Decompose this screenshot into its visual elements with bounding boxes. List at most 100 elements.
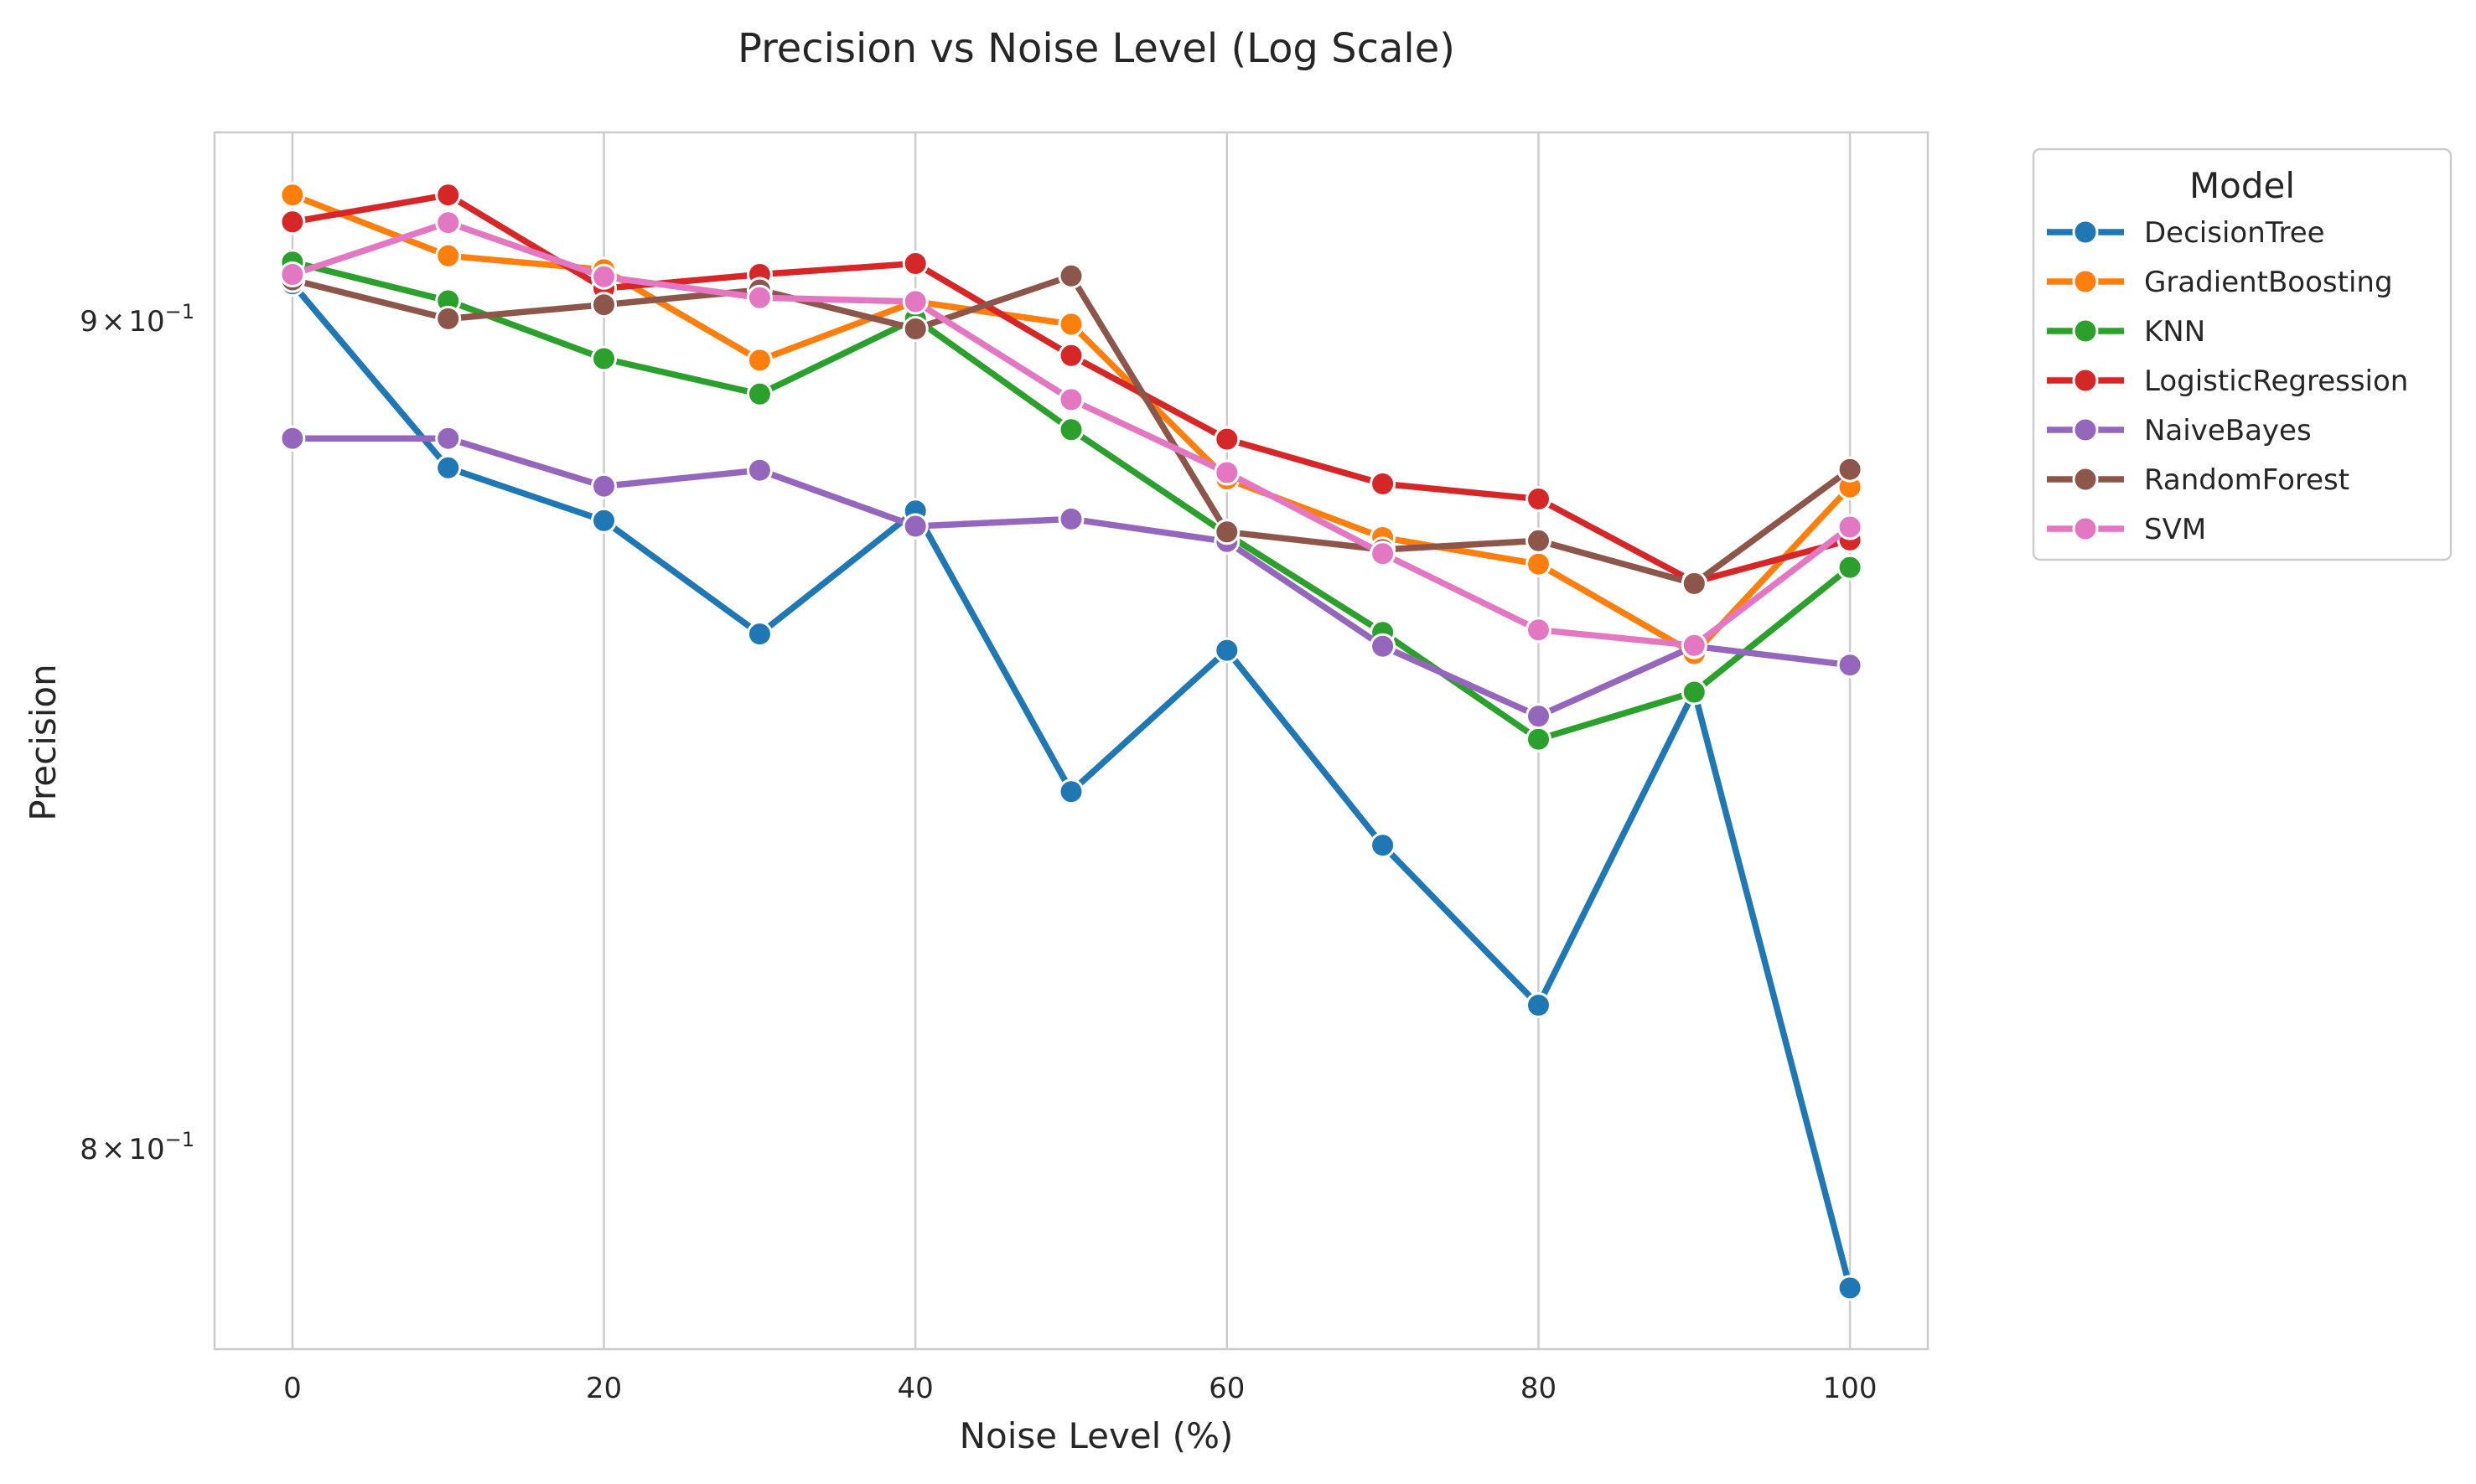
legend-item-gradientboosting: GradientBoosting (2047, 266, 2393, 299)
legend-item-decisiontree: DecisionTree (2047, 216, 2325, 250)
y-tick-base: 10 (128, 1133, 164, 1166)
data-point-naivebayes (1370, 633, 1396, 659)
data-point-randomforest (435, 305, 462, 332)
data-point-naivebayes (591, 473, 617, 499)
data-point-gradientboosting (1058, 311, 1085, 338)
data-point-randomforest (591, 292, 617, 318)
legend-box (2032, 147, 2453, 561)
legend-label: KNN (2144, 315, 2205, 349)
data-point-naivebayes (1836, 652, 1863, 679)
legend-item-naivebayes: NaiveBayes (2047, 414, 2312, 447)
y-tick-times: × (101, 1133, 126, 1166)
data-point-decisiontree (591, 507, 617, 534)
x-tick-label: 80 (1520, 1372, 1557, 1405)
y-tick-mantissa: 9 (80, 305, 98, 339)
data-point-naivebayes (746, 457, 773, 483)
data-point-knn (1681, 679, 1707, 706)
data-point-naivebayes (902, 513, 929, 540)
data-point-svm (1836, 514, 1863, 540)
series-naivebayes (279, 425, 1863, 730)
data-point-logisticregression (279, 209, 306, 235)
series-svm (279, 209, 1863, 659)
x-tick-label: 40 (898, 1372, 934, 1405)
series-layer (279, 182, 1863, 1301)
legend-swatch-marker (2072, 416, 2099, 443)
legend-item-knn: KNN (2047, 315, 2205, 349)
x-tick-label: 0 (283, 1372, 302, 1405)
data-point-randomforest (1058, 262, 1085, 289)
data-point-svm (1525, 617, 1551, 644)
legend-label: RandomForest (2144, 463, 2349, 497)
legend-swatch-marker (2072, 268, 2099, 295)
data-point-gradientboosting (279, 182, 306, 209)
data-point-naivebayes (279, 425, 306, 452)
series-randomforest (279, 262, 1863, 597)
legend-item-randomforest: RandomForest (2047, 463, 2349, 497)
plot-area-frame (213, 131, 1930, 1351)
data-point-randomforest (902, 316, 929, 342)
legend-swatch-marker (2072, 367, 2099, 394)
legend-label: SVM (2144, 513, 2206, 546)
data-point-randomforest (1525, 527, 1551, 554)
y-tick-exponent: −1 (165, 300, 194, 323)
data-point-knn (1525, 726, 1551, 752)
data-point-gradientboosting (746, 347, 773, 374)
data-point-decisiontree (1058, 778, 1085, 805)
y-axis-label: Precision (23, 664, 64, 820)
legend-swatch-marker (2072, 466, 2099, 493)
data-point-randomforest (1836, 456, 1863, 483)
x-axis-label: Noise Level (%) (960, 1415, 1234, 1456)
x-tick-label: 100 (1823, 1372, 1878, 1405)
y-tick-base: 10 (128, 305, 164, 339)
y-tick-exponent: −1 (165, 1128, 194, 1151)
series-line-naivebayes (289, 435, 1853, 720)
data-point-naivebayes (435, 425, 462, 452)
legend-title: Model (2189, 165, 2295, 206)
legend: Model DecisionTree GradientBoosting KNN Logi… (2032, 147, 2453, 561)
legend-swatch-marker (2072, 219, 2099, 246)
y-tick-label: 9 × 10−1 (80, 300, 194, 339)
legend-swatch-marker (2072, 515, 2099, 542)
x-tick-label: 20 (586, 1372, 622, 1405)
data-point-logisticregression (1214, 426, 1241, 452)
data-point-knn (746, 380, 773, 407)
y-axis-ticks: 8 × 10−19 × 10−1 (80, 300, 194, 1166)
y-tick-times: × (101, 305, 126, 339)
data-point-naivebayes (1525, 703, 1551, 730)
data-point-svm (279, 261, 306, 287)
data-point-svm (746, 284, 773, 311)
data-point-svm (435, 209, 462, 236)
y-tick-label: 8 × 10−1 (80, 1128, 194, 1166)
chart-title: Precision vs Noise Level (Log Scale) (738, 25, 1455, 72)
data-point-svm (1370, 540, 1396, 567)
legend-label: DecisionTree (2144, 216, 2325, 250)
data-point-randomforest (1214, 519, 1241, 546)
series-decisiontree (279, 271, 1863, 1301)
data-point-decisiontree (435, 454, 462, 481)
data-point-svm (902, 288, 929, 315)
data-point-gradientboosting (435, 242, 462, 269)
legend-label: LogisticRegression (2144, 365, 2408, 398)
data-point-logisticregression (435, 182, 462, 209)
data-point-logisticregression (1525, 486, 1551, 512)
data-point-knn (1836, 554, 1863, 581)
data-point-svm (1058, 386, 1085, 413)
data-point-svm (1214, 459, 1241, 486)
legend-swatch-marker (2072, 318, 2099, 344)
data-point-decisiontree (1836, 1275, 1863, 1301)
data-point-svm (1681, 632, 1707, 659)
data-point-svm (591, 263, 617, 290)
data-point-knn (591, 345, 617, 372)
data-point-decisiontree (1214, 637, 1241, 664)
data-point-decisiontree (746, 621, 773, 648)
data-point-knn (1058, 416, 1085, 443)
legend-label: NaiveBayes (2144, 414, 2312, 447)
data-point-naivebayes (1058, 505, 1085, 532)
data-point-decisiontree (1525, 992, 1551, 1019)
legend-item-svm: SVM (2047, 513, 2206, 546)
data-point-logisticregression (1370, 470, 1396, 497)
legend-label: GradientBoosting (2144, 266, 2393, 299)
legend-item-logisticregression: LogisticRegression (2047, 365, 2408, 398)
data-point-gradientboosting (1525, 551, 1551, 577)
data-point-logisticregression (1058, 342, 1085, 369)
